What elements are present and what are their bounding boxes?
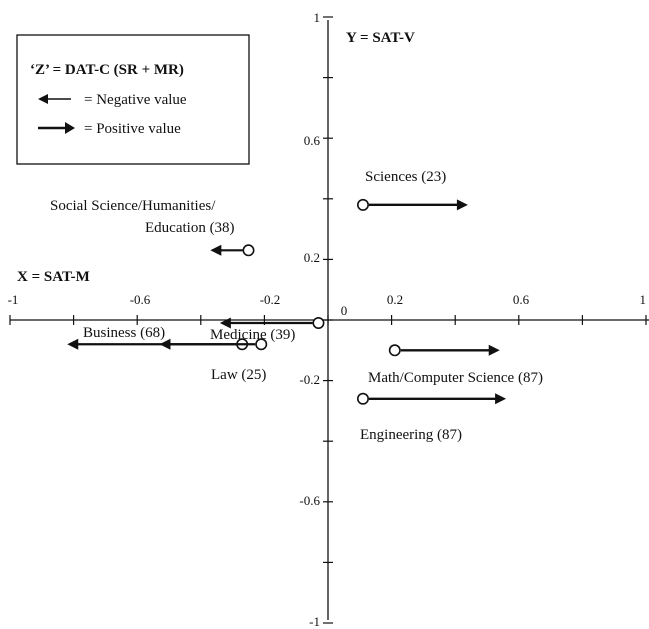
x-tick-label: 0.2 — [387, 292, 403, 307]
positive-arrow-head — [495, 393, 507, 405]
y-tick-marks — [323, 16, 333, 624]
legend-positive-arrow — [38, 122, 75, 134]
positive-arrow-head — [488, 344, 500, 356]
data-point-marker — [356, 392, 369, 405]
negative-arrow-head — [67, 338, 79, 350]
legend-title: ‘Z’ = DAT-C (SR + MR) — [30, 62, 184, 78]
data-point-marker — [312, 317, 325, 330]
origin-label: 0 — [341, 303, 348, 318]
legend-negative-text: = Negative value — [84, 92, 187, 108]
y-tick-label: 0.2 — [304, 250, 320, 265]
data-point-marker — [356, 198, 369, 211]
point-label-medicine: Medicine (39) — [210, 327, 295, 343]
y-tick-label: 0.6 — [304, 133, 321, 148]
data-markers — [67, 198, 507, 405]
point-label-business: Business (68) — [83, 325, 165, 341]
legend: ‘Z’ = DAT-C (SR + MR) = Negative value =… — [16, 34, 250, 165]
data-point-marker — [242, 244, 255, 257]
point-label-social-science: Social Science/Humanities/Education (38) — [50, 198, 235, 236]
legend-negative-arrow — [38, 94, 71, 104]
x-tick-label: -1 — [8, 292, 19, 307]
y-tick-label: -0.6 — [299, 493, 320, 508]
x-tick-label: 0.6 — [513, 292, 530, 307]
y-axis-title: Y = SAT-V — [346, 30, 415, 46]
y-tick-label: -1 — [309, 614, 320, 629]
x-tick-marks — [9, 315, 647, 325]
x-axis-title: X = SAT-M — [17, 269, 90, 285]
x-tick-label: -0.6 — [130, 292, 151, 307]
x-tick-label: -0.2 — [260, 292, 281, 307]
data-point-marker — [388, 344, 401, 357]
y-tick-label: -0.2 — [299, 372, 320, 387]
data-point-marker — [255, 338, 268, 351]
axes — [9, 16, 649, 624]
positive-arrow-head — [456, 199, 468, 211]
y-tick-label: 1 — [314, 10, 321, 25]
negative-arrow-head — [219, 317, 231, 329]
point-label-math-cs: Math/Computer Science (87) — [368, 370, 543, 386]
legend-positive-text: = Positive value — [84, 121, 181, 137]
negative-arrow-head — [210, 244, 222, 256]
x-tick-label: 1 — [640, 292, 647, 307]
negative-arrow-head — [159, 338, 171, 350]
point-label-sciences: Sciences (23) — [365, 169, 446, 185]
point-label-law: Law (25) — [211, 367, 266, 383]
point-label-engineering: Engineering (87) — [360, 427, 462, 443]
